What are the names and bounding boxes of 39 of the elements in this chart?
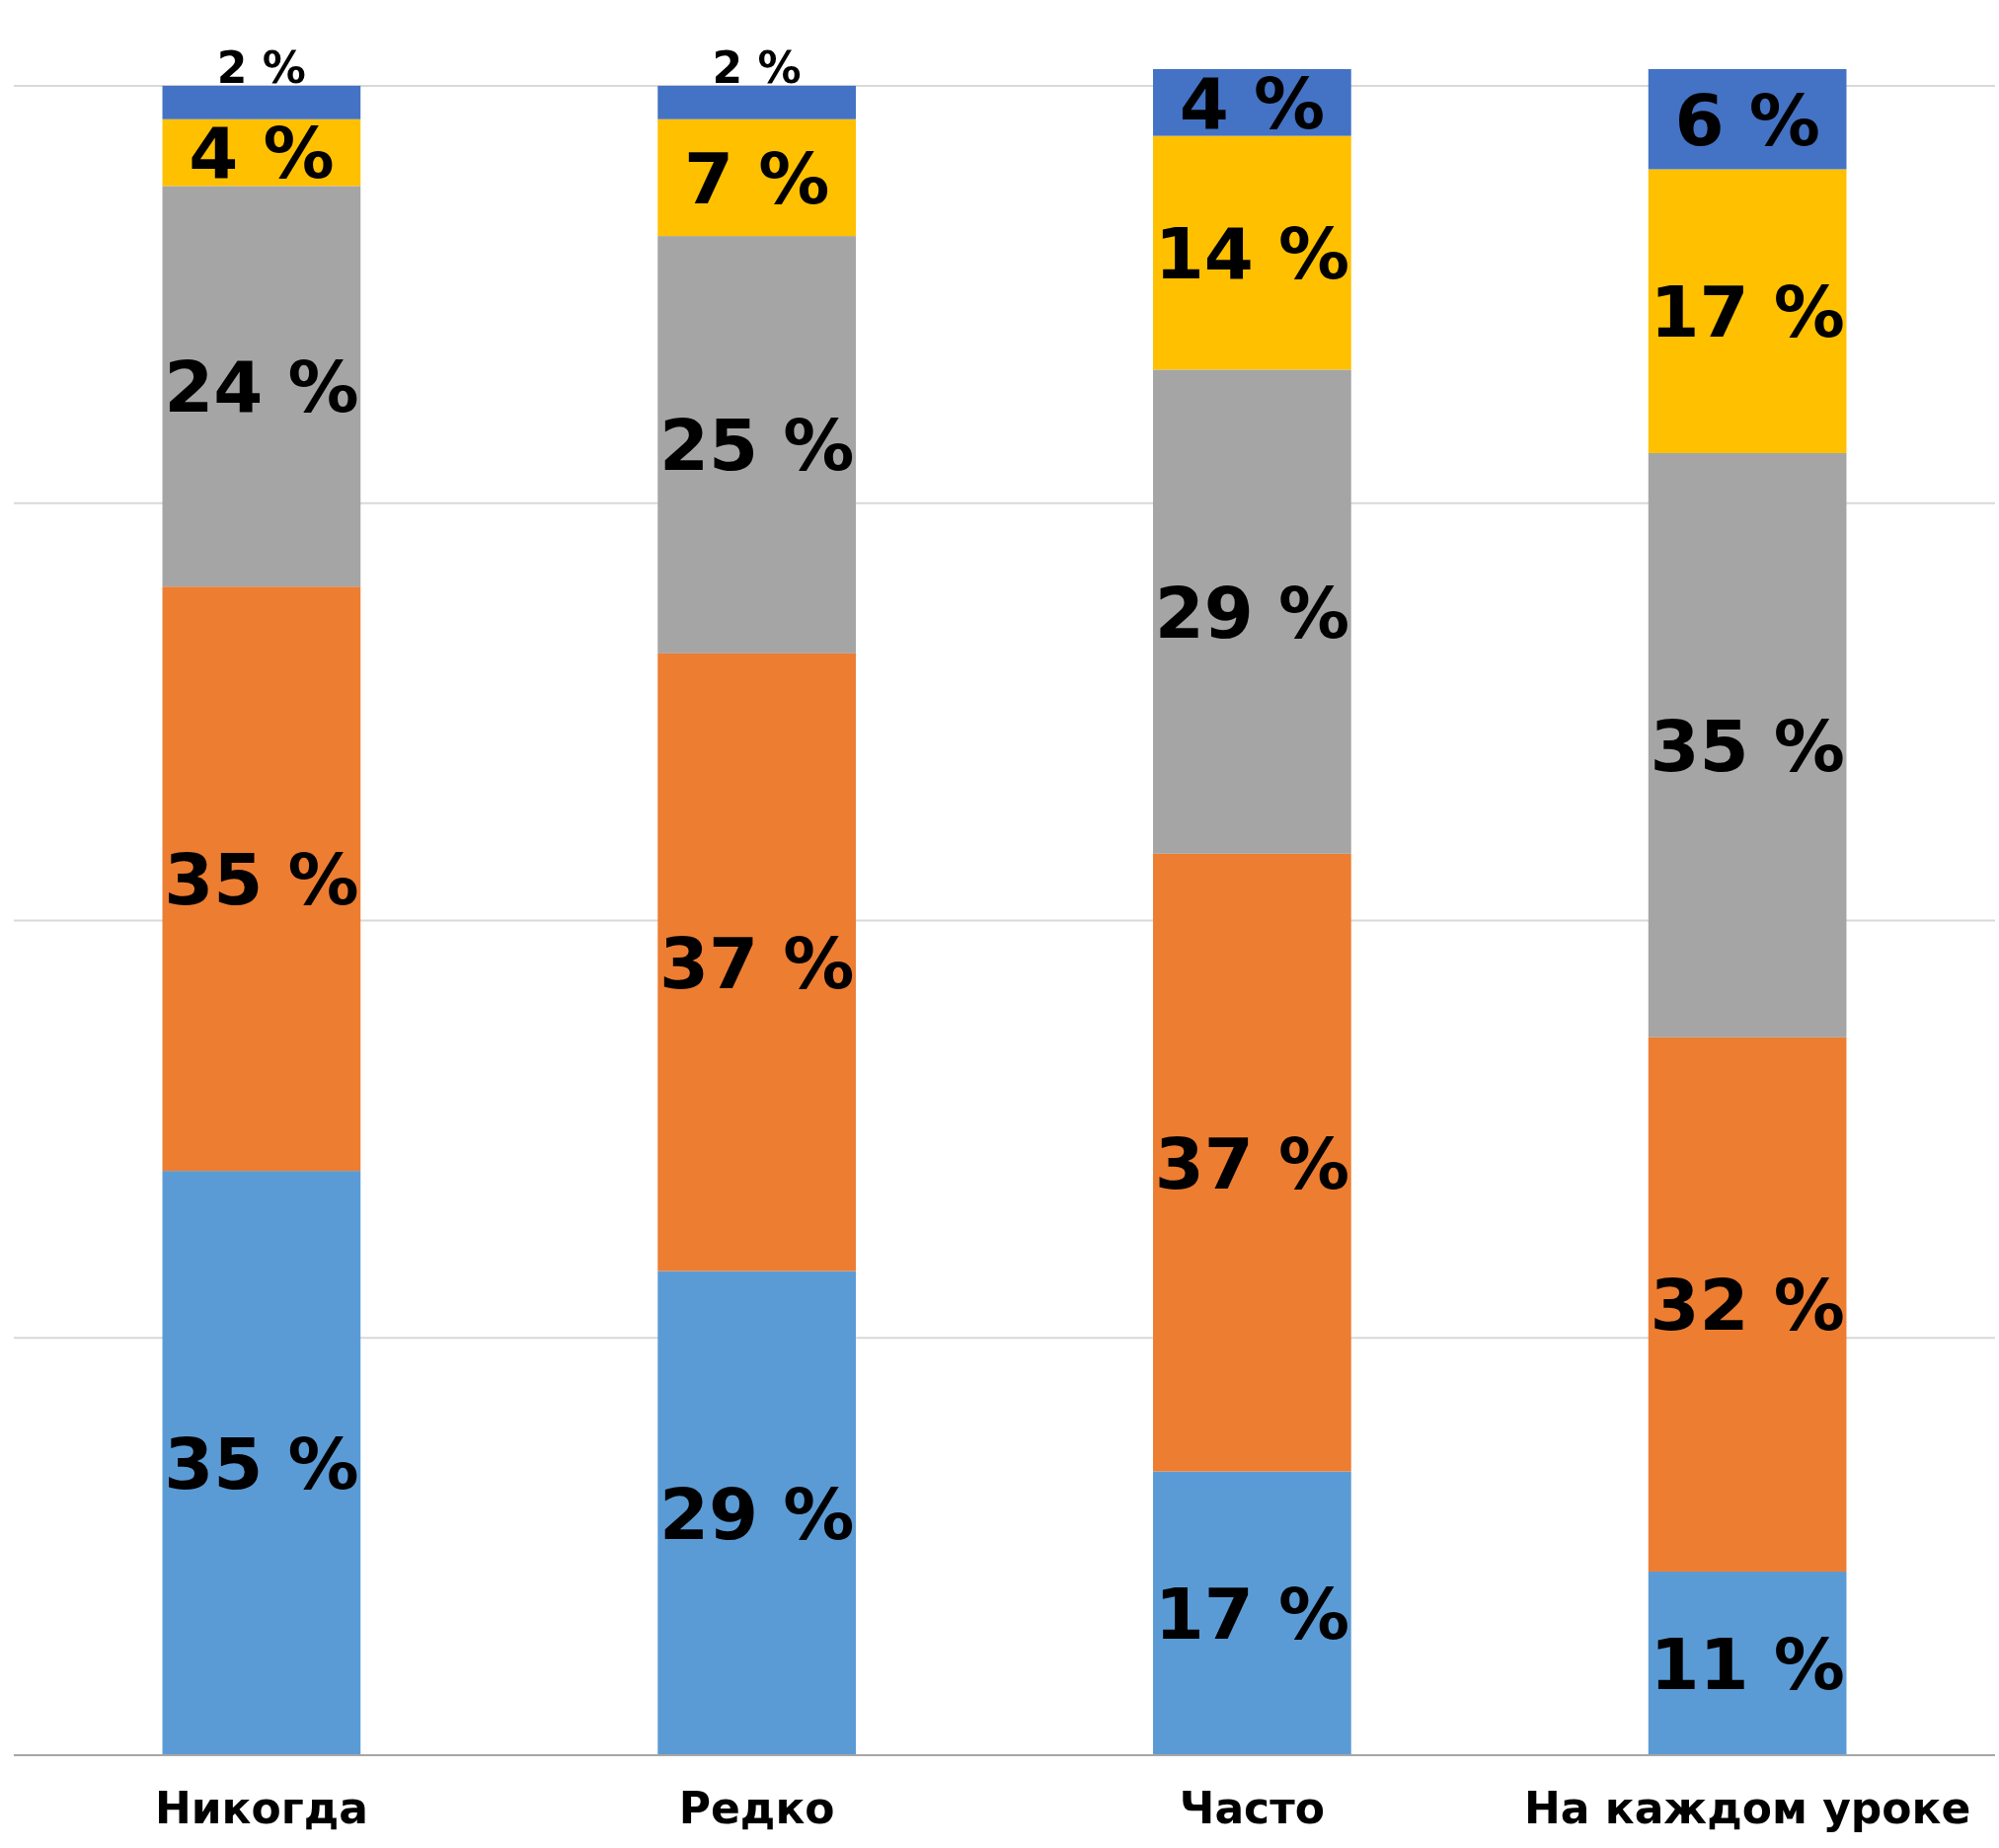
x-tick-label: На каждом уроке: [1523, 1783, 1971, 1833]
data-label: 14 %: [1154, 211, 1350, 295]
data-label: 17 %: [1154, 1573, 1350, 1656]
bar: [657, 1270, 856, 1755]
bar: [162, 186, 361, 587]
x-tick-label: Никогда: [154, 1783, 368, 1833]
data-label: 24 %: [164, 346, 359, 429]
bar: [1153, 853, 1351, 1472]
data-label: 7 %: [683, 136, 830, 220]
data-label: 2 %: [712, 41, 802, 93]
bar: [162, 1171, 361, 1755]
bar: [1153, 369, 1351, 854]
bar: [1153, 135, 1351, 370]
bar: [657, 236, 856, 654]
data-label: 4 %: [1179, 61, 1326, 145]
data-label: 37 %: [1154, 1121, 1350, 1205]
x-tick-label: Редко: [678, 1783, 835, 1833]
data-label: 4 %: [189, 112, 335, 195]
data-label: 6 %: [1674, 78, 1820, 162]
data-label: 35 %: [164, 1422, 359, 1505]
bar: [1153, 1471, 1351, 1755]
data-label: 17 %: [1650, 270, 1845, 354]
data-label: 29 %: [658, 1472, 855, 1556]
bar: [657, 85, 856, 119]
data-label: 2 %: [216, 41, 306, 93]
data-label: 25 %: [658, 404, 855, 488]
bar: [1648, 452, 1847, 1038]
bar: [1648, 1037, 1847, 1572]
data-label: 11 %: [1650, 1622, 1845, 1706]
bar: [162, 586, 361, 1172]
data-label: 32 %: [1650, 1264, 1845, 1348]
data-label: 35 %: [164, 838, 359, 922]
x-tick-label: Часто: [1179, 1783, 1325, 1833]
data-label: 37 %: [658, 921, 855, 1005]
bar: [162, 85, 361, 119]
bar: [1648, 169, 1847, 453]
bar: [657, 653, 856, 1271]
data-label: 29 %: [1154, 571, 1350, 654]
data-label: 35 %: [1650, 704, 1845, 788]
